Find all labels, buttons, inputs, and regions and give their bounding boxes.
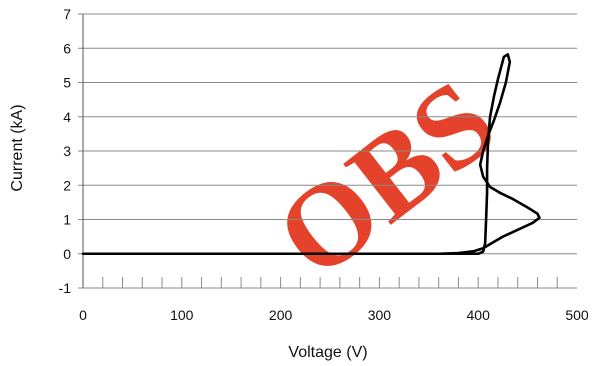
x-minor-ticks	[102, 277, 558, 288]
grid	[78, 13, 577, 289]
x-axis-title: Voltage (V)	[288, 344, 367, 361]
y-tick-label: 2	[63, 177, 71, 193]
watermark-text: OBS	[252, 55, 519, 304]
y-tick-label: 5	[63, 75, 71, 91]
y-tick-label: 0	[63, 246, 71, 262]
y-tick-label: 7	[63, 6, 71, 22]
y-tick-label: 3	[63, 143, 71, 159]
watermark: OBS	[252, 55, 519, 304]
series-line	[81, 53, 541, 256]
x-tick-label: 200	[269, 307, 293, 323]
x-tick-label: 300	[368, 307, 392, 323]
x-tick-label: 100	[170, 307, 194, 323]
x-tick-label: 400	[467, 307, 491, 323]
y-tick-label: -1	[59, 280, 72, 296]
y-tick-label: 1	[63, 212, 71, 228]
y-tick-label: 4	[63, 109, 71, 125]
x-tick-label: 0	[79, 307, 87, 323]
x-tick-label: 500	[565, 307, 589, 323]
series-layer	[81, 53, 541, 256]
y-axis-title: Current (kA)	[9, 104, 26, 191]
y-tick-label: 6	[63, 40, 71, 56]
tick-labels: 7 6 5 4 3 2 1 0 -1 0 100 200 300 400 500	[59, 6, 589, 323]
